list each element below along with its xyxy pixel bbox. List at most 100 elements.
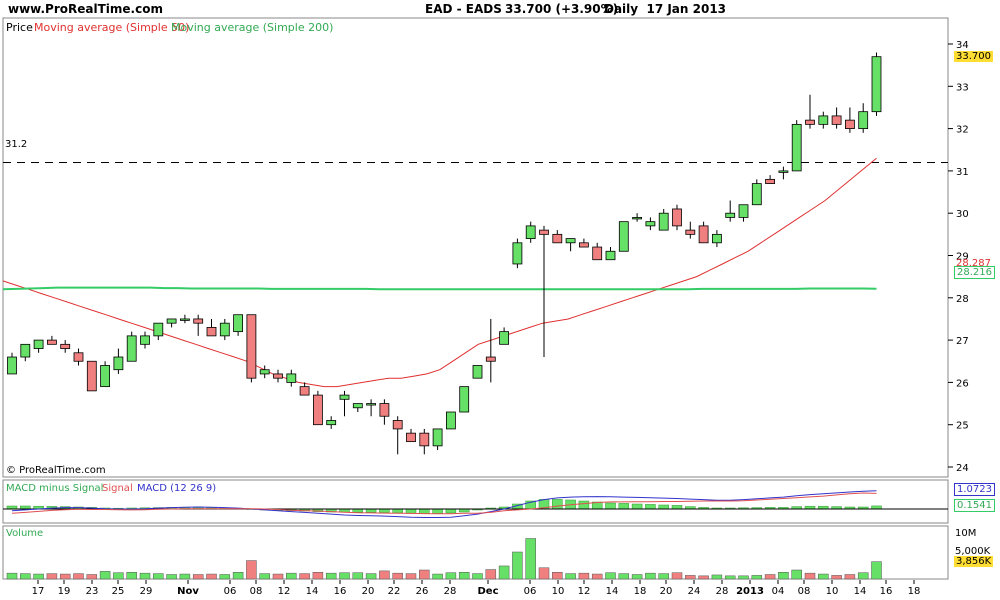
candle-body — [419, 432, 430, 447]
volume-bar — [844, 574, 856, 580]
legend-ma50[interactable]: Moving average (Simple 50) — [34, 21, 190, 34]
candle-body — [273, 373, 283, 379]
x-axis-label: 19 — [58, 586, 71, 597]
candle-body — [406, 432, 416, 443]
macd-hist-bar — [405, 508, 417, 514]
volume-bar — [73, 573, 84, 580]
price-panel-frame — [2, 17, 949, 478]
volume-tick-10m: 10M — [955, 528, 977, 539]
volume-bar — [259, 573, 270, 580]
price-tick-label: 30 — [956, 209, 969, 220]
volume-bar — [139, 572, 151, 580]
macd-panel-frame — [2, 479, 949, 524]
x-axis-label: 23 — [86, 586, 99, 597]
candle-body — [179, 318, 190, 321]
candle-body — [685, 229, 696, 235]
ma50-badge: 28.287 — [956, 258, 991, 269]
x-axis-label: 24 — [688, 586, 701, 597]
candle-body — [472, 365, 483, 379]
macd-hist-bar — [445, 508, 457, 514]
candle-body — [805, 119, 815, 125]
volume-bar — [219, 574, 231, 580]
volume-last-badge: 3,856K — [954, 556, 994, 567]
volume-bar — [192, 574, 204, 580]
volume-bar — [352, 572, 364, 580]
volume-bar — [166, 574, 177, 580]
volume-bar — [6, 572, 18, 580]
macd-hist-bar — [419, 508, 430, 514]
candle-body — [60, 343, 71, 349]
volume-bar — [419, 569, 430, 580]
candle-body — [392, 420, 403, 430]
volume-bar — [791, 569, 802, 580]
volume-bar — [764, 574, 776, 580]
candle-body — [712, 233, 722, 244]
volume-bar — [339, 572, 350, 580]
volume-bar — [126, 572, 137, 580]
ma50-line — [2, 157, 877, 388]
macd-hist-bar — [365, 508, 377, 513]
candle-body — [47, 339, 57, 345]
x-axis-label: 20 — [660, 586, 673, 597]
volume-bar — [711, 574, 723, 580]
x-axis-label: 04 — [772, 586, 785, 597]
macd-hist-bar — [631, 503, 643, 510]
candle-body — [539, 229, 549, 235]
volume-bar — [312, 572, 324, 580]
volume-bar — [671, 572, 683, 580]
candle-body — [698, 225, 709, 244]
candle-body — [552, 233, 563, 244]
x-axis-label: 26 — [416, 586, 429, 597]
candle-body — [499, 331, 510, 345]
volume-bar — [59, 573, 71, 580]
volume-bar — [432, 573, 443, 580]
candle-body — [233, 314, 244, 333]
volume-bar — [405, 573, 417, 580]
x-axis-label: 10 — [826, 586, 839, 597]
price-change-info: 33.700 (+3.90%) — [505, 2, 619, 16]
candle-body — [579, 242, 589, 248]
macd-hist-bar — [379, 508, 390, 513]
volume-bar — [538, 567, 550, 580]
candle-body — [246, 314, 257, 379]
legend-price: Price — [6, 21, 33, 34]
x-axis-label: 06 — [524, 586, 537, 597]
volume-bar — [113, 572, 124, 580]
candle-body — [379, 403, 390, 417]
candle-body — [206, 327, 217, 337]
legend-ma200[interactable]: Moving average (Simple 200) — [171, 21, 334, 34]
volume-bar — [857, 572, 869, 580]
candle-body — [672, 208, 682, 227]
price-tick-label: 29 — [956, 252, 969, 263]
volume-bar — [724, 575, 736, 580]
site-title[interactable]: www.ProRealTime.com — [8, 2, 163, 16]
signal-line — [11, 492, 877, 515]
price-tick-label: 32 — [956, 125, 969, 136]
x-axis-label: 14 — [606, 586, 619, 597]
volume-bar — [658, 573, 669, 580]
volume-bar — [512, 551, 523, 580]
x-axis-label: 28 — [444, 586, 457, 597]
x-axis-label: 12 — [278, 586, 291, 597]
price-tick-label: 33 — [956, 82, 969, 93]
candle-body — [33, 339, 44, 349]
x-axis-label: 08 — [798, 586, 811, 597]
candle-body — [259, 369, 270, 375]
candle-body — [20, 343, 31, 358]
candle-body — [525, 225, 536, 239]
volume-bar — [445, 572, 457, 580]
candle-body — [219, 322, 230, 337]
candle-body — [73, 352, 84, 362]
candle-body — [871, 56, 882, 113]
legend-macd-signal: Signal — [102, 483, 133, 494]
x-axis-label: Dec — [477, 586, 498, 597]
candle-body — [100, 365, 110, 388]
x-axis-label: 2013 — [736, 586, 764, 597]
x-axis-label: 16 — [334, 586, 347, 597]
macd-hist-bar — [618, 503, 630, 510]
hline-label: 31.2 — [5, 139, 28, 150]
candle-body — [485, 356, 496, 362]
candle-body — [153, 322, 164, 337]
price-tick-label: 34 — [956, 40, 969, 51]
